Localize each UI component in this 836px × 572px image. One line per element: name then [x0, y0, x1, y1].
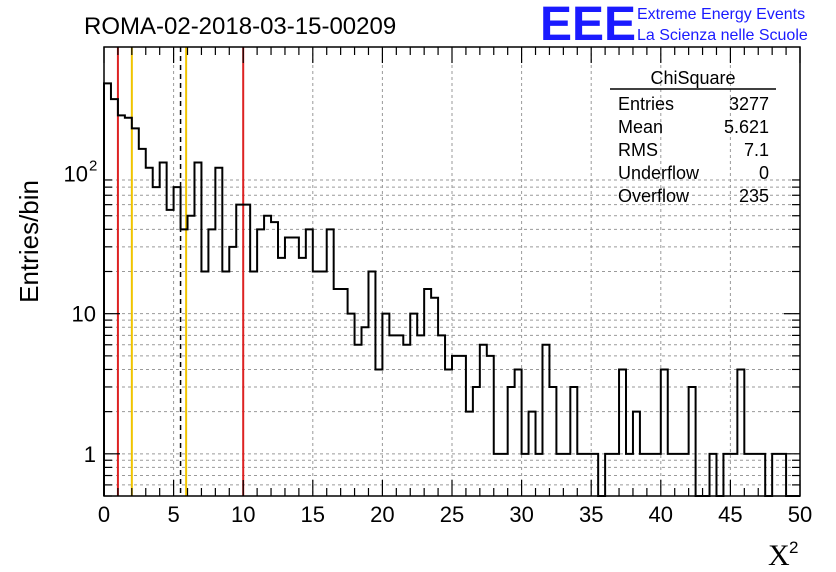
stats-value: 235 [739, 186, 769, 206]
histogram-outline [103, 82, 800, 497]
x-tick-label: 15 [301, 502, 325, 527]
y-tick-label: 10 [64, 162, 88, 187]
stats-label: Overflow [618, 186, 690, 206]
x-tick-label: 50 [788, 502, 812, 527]
marker-lines [116, 47, 245, 496]
x-tick-labels: 0 5 10 15 20 25 30 35 40 45 50 [98, 502, 812, 527]
x-tick-label: 0 [98, 502, 110, 527]
axis-ticks [103, 47, 801, 497]
stats-title: ChiSquare [650, 68, 735, 88]
x-axis-label: X 2 [768, 538, 798, 572]
y-tick-label-exponent: 2 [89, 158, 97, 175]
x-tick-label: 40 [649, 502, 673, 527]
logo-line-2: La Scienza nelle Scuole [637, 27, 808, 44]
stats-box: ChiSquare Entries 3277 Mean 5.621 RMS 7.1 Unde… [610, 68, 776, 206]
logo-line-1: Extreme Energy Events [637, 6, 805, 23]
stats-label: RMS [618, 140, 658, 160]
stats-value: 5.621 [724, 117, 769, 137]
x-axis-label-superscript: 2 [789, 538, 798, 557]
x-tick-label: 5 [167, 502, 179, 527]
x-tick-label: 45 [718, 502, 742, 527]
stats-value: 3277 [729, 94, 769, 114]
x-tick-label: 20 [370, 502, 394, 527]
stats-value: 7.1 [744, 140, 769, 160]
stats-value: 0 [759, 163, 769, 183]
stats-label: Underflow [618, 163, 700, 183]
logo-eee-text: EEE [540, 0, 636, 51]
run-title: ROMA-02-2018-03-15-00209 [84, 13, 396, 40]
eee-logo: EEE Extreme Energy Events La Scienza nel… [540, 0, 808, 51]
stats-label: Entries [618, 94, 674, 114]
x-tick-label: 35 [579, 502, 603, 527]
stats-label: Mean [618, 117, 663, 137]
y-tick-label: 10 [72, 302, 96, 327]
x-tick-label: 10 [231, 502, 255, 527]
y-tick-label: 1 [84, 442, 96, 467]
x-tick-label: 25 [440, 502, 464, 527]
y-axis-label: Entries/bin [14, 180, 44, 303]
x-tick-label: 30 [509, 502, 533, 527]
x-axis-label-main: X [768, 539, 790, 572]
